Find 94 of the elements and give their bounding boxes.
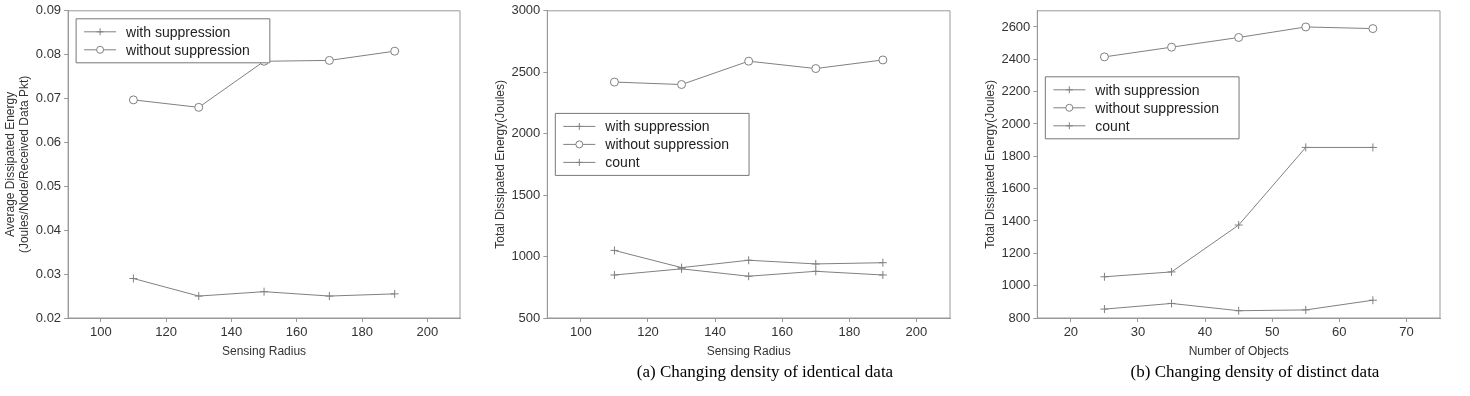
y-tick-label: 0.02 [35, 309, 62, 325]
point [1099, 272, 1109, 282]
legend-label: with suppression [1094, 81, 1200, 98]
point [1368, 142, 1378, 152]
x-tick-label: 50 [1264, 324, 1280, 340]
x-tick-label: 160 [771, 324, 794, 340]
y-axis-title: Average Dissipated Energy (Joules/Node/Received Data Pkt) [2, 75, 31, 254]
x-tick-label: 70 [1399, 324, 1414, 340]
point [1234, 306, 1244, 316]
point [128, 95, 138, 105]
point [1301, 142, 1311, 152]
y-tick-label: 3000 [511, 2, 541, 18]
x-tick-label: 100 [570, 324, 592, 340]
point [677, 80, 687, 90]
point [878, 55, 888, 65]
legend-label: with suppression [125, 23, 231, 40]
y-tick-label: 1000 [511, 248, 541, 264]
y-tick-label: 2500 [511, 63, 541, 79]
x-tick-label: 140 [220, 324, 243, 340]
legend-label: without suppression [1094, 99, 1220, 116]
point [744, 271, 754, 281]
y-tick-label: 0.03 [35, 265, 62, 281]
x-tick-label: 200 [905, 324, 928, 340]
y-tick-label: 2600 [1001, 18, 1031, 34]
point [324, 55, 334, 65]
point [1368, 295, 1378, 305]
x-tick-label: 20 [1063, 324, 1079, 340]
point [609, 77, 619, 87]
point [128, 274, 138, 283]
point [259, 287, 269, 297]
y-tick-label: 1500 [511, 186, 541, 202]
point [1167, 267, 1177, 277]
legend-label: count [1095, 117, 1130, 134]
y-tick-label: 0.05 [35, 177, 62, 193]
point [744, 255, 754, 265]
y-tick-label: 1600 [1001, 180, 1031, 196]
point [1099, 304, 1109, 314]
point [1167, 298, 1177, 308]
point [1167, 42, 1177, 52]
y-axis-title: Total Dissipated Energy(Joules) [982, 80, 997, 249]
point [878, 258, 888, 268]
x-tick-label: 140 [704, 324, 726, 340]
point [194, 291, 204, 301]
point [744, 56, 754, 66]
point [324, 291, 334, 301]
point [811, 64, 821, 74]
text: (b) Changing density of distinct data [1129, 362, 1381, 382]
y-tick-label: 0.07 [35, 90, 62, 106]
x-tick-label: 40 [1197, 324, 1213, 340]
x-axis-title: Sensing Radius [222, 344, 307, 359]
x-tick-label: 60 [1332, 324, 1347, 340]
point [390, 46, 400, 56]
y-tick-label: 0.09 [35, 2, 62, 18]
point [609, 270, 619, 280]
legend-label: without suppression [604, 136, 730, 153]
point [390, 289, 400, 299]
y-tick-label: 0.06 [35, 134, 62, 150]
point [1301, 22, 1311, 32]
x-tick-label: 120 [155, 324, 177, 340]
y-tick-label: 1200 [1001, 244, 1031, 260]
point [1301, 305, 1311, 315]
y-tick-label: 500 [518, 309, 541, 325]
x-axis-title: Sensing Radius [706, 344, 791, 359]
legend-label: count [605, 154, 640, 171]
text: (a) Changing density of identical data [635, 362, 895, 382]
point [1368, 24, 1378, 34]
y-tick-label: 2000 [511, 125, 541, 141]
legend-label: without suppression [125, 41, 250, 58]
y-tick-label: 800 [1008, 309, 1031, 325]
point [194, 102, 204, 112]
x-tick-label: 120 [637, 324, 659, 340]
x-axis-title: Number of Objects [1188, 344, 1289, 359]
x-tick-label: 180 [351, 324, 373, 340]
x-tick-label: 200 [416, 324, 439, 340]
y-axis-title: Total Dissipated Energy(Joules) [492, 80, 507, 249]
point [878, 270, 888, 280]
point [609, 245, 619, 255]
point [1234, 220, 1244, 230]
y-tick-label: 2400 [1001, 50, 1031, 66]
x-tick-label: 160 [285, 324, 308, 340]
y-tick-label: 1000 [1001, 277, 1031, 293]
y-tick-label: 2200 [1001, 83, 1031, 99]
y-tick-label: 2000 [1001, 115, 1031, 131]
point [1234, 32, 1244, 42]
y-tick-label: 1800 [1001, 147, 1031, 163]
point [811, 259, 821, 269]
y-tick-label: 0.08 [35, 46, 62, 62]
y-tick-label: 0.04 [35, 221, 62, 237]
point [1099, 52, 1109, 62]
x-tick-label: 180 [838, 324, 861, 340]
x-tick-label: 100 [89, 324, 112, 340]
legend-label: with suppression [604, 118, 710, 135]
x-tick-label: 30 [1130, 324, 1146, 340]
y-tick-label: 1400 [1001, 212, 1031, 228]
